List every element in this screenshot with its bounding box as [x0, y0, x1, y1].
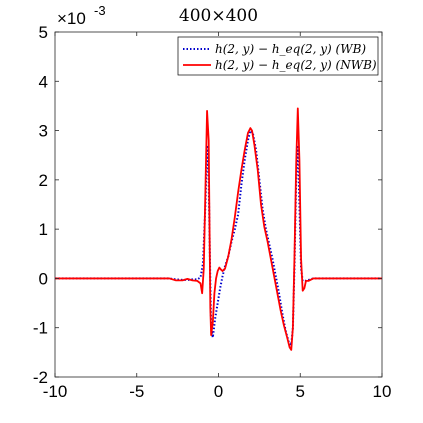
- y-tick-label: -1: [33, 319, 48, 338]
- x-tick-label: -10: [43, 382, 68, 401]
- x-tick-label: 10: [373, 382, 392, 401]
- y-tick-label: 0: [39, 269, 48, 288]
- y-tick-label: 2: [39, 171, 48, 190]
- y-scale-base: ×10: [57, 9, 86, 28]
- plot-area: [54, 31, 383, 378]
- legend-label: h(2, y) − h_eq(2, y) (WB): [215, 42, 366, 56]
- y-tick-label: 3: [39, 122, 48, 141]
- series-layer: [55, 107, 382, 351]
- legend-box: [177, 36, 379, 76]
- y-tick-label: 1: [39, 220, 48, 239]
- chart-title: 400×400: [179, 6, 258, 26]
- plot-frame: [54, 31, 383, 378]
- x-tick-label: -5: [129, 382, 144, 401]
- y-axis-scale-factor: ×10 -3: [57, 3, 106, 28]
- legend-label: h(2, y) − h_eq(2, y) (NWB): [215, 58, 377, 72]
- legend: h(2, y) − h_eq(2, y) (WB) h(2, y) − h_eq(…: [177, 36, 379, 76]
- x-tick-label: 0: [214, 382, 223, 401]
- y-scale-exponent: -3: [94, 3, 106, 18]
- y-tick-label: 5: [39, 23, 48, 42]
- y-tick-label: 4: [39, 72, 48, 91]
- x-tick-label: 5: [296, 382, 305, 401]
- y-tick-label: -2: [33, 368, 48, 387]
- series-line-nwb: [55, 107, 382, 351]
